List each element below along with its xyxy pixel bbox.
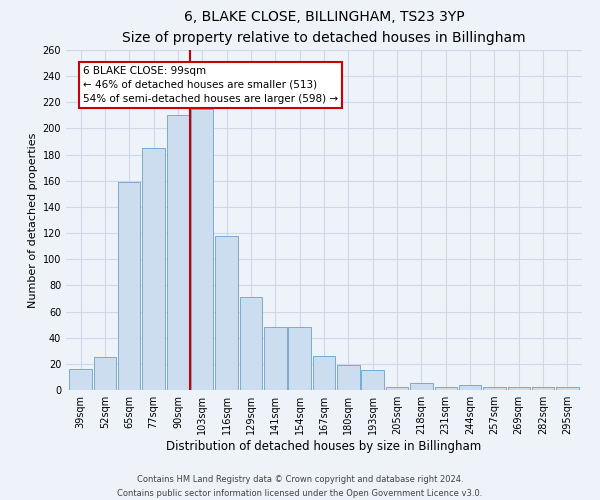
Bar: [410, 384, 433, 390]
Bar: [264, 327, 287, 390]
Bar: [118, 182, 140, 390]
Bar: [532, 388, 554, 390]
Bar: [167, 116, 189, 390]
Bar: [215, 236, 238, 390]
Bar: [459, 385, 481, 390]
Bar: [70, 369, 92, 390]
Bar: [434, 388, 457, 390]
Bar: [483, 388, 506, 390]
Bar: [240, 297, 262, 390]
Title: 6, BLAKE CLOSE, BILLINGHAM, TS23 3YP
Size of property relative to detached house: 6, BLAKE CLOSE, BILLINGHAM, TS23 3YP Siz…: [122, 10, 526, 44]
Bar: [142, 148, 165, 390]
Bar: [191, 109, 214, 390]
Bar: [313, 356, 335, 390]
Bar: [556, 388, 578, 390]
Bar: [94, 358, 116, 390]
Bar: [361, 370, 384, 390]
Text: Contains HM Land Registry data © Crown copyright and database right 2024.
Contai: Contains HM Land Registry data © Crown c…: [118, 476, 482, 498]
Text: 6 BLAKE CLOSE: 99sqm
← 46% of detached houses are smaller (513)
54% of semi-deta: 6 BLAKE CLOSE: 99sqm ← 46% of detached h…: [83, 66, 338, 104]
Bar: [337, 365, 359, 390]
Bar: [289, 327, 311, 390]
Y-axis label: Number of detached properties: Number of detached properties: [28, 132, 38, 308]
X-axis label: Distribution of detached houses by size in Billingham: Distribution of detached houses by size …: [166, 440, 482, 453]
Bar: [386, 388, 408, 390]
Bar: [508, 388, 530, 390]
